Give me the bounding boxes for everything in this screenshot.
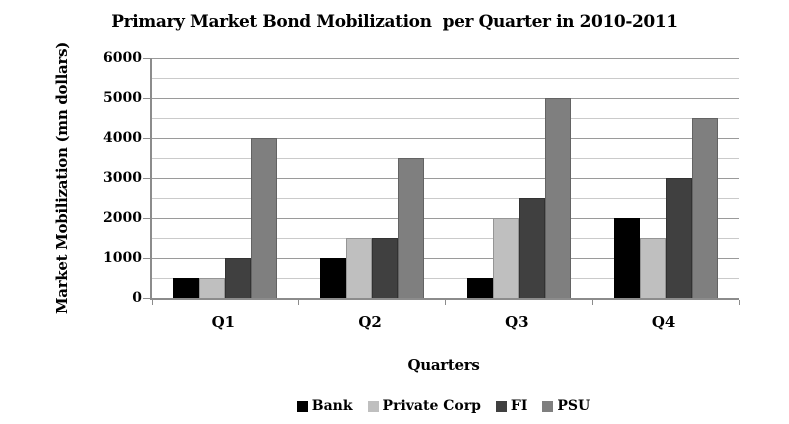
x-tick-mark-0 bbox=[151, 300, 153, 305]
legend-swatch-private-corp bbox=[367, 400, 379, 412]
y-tick-label-4000: 4000 bbox=[103, 130, 142, 146]
y-tick-label-3000: 3000 bbox=[103, 170, 142, 186]
bar-private-corp-q2 bbox=[346, 238, 373, 298]
y-tick-mark-6000 bbox=[143, 57, 150, 59]
y-axis-title: Market Mobilization (mn dollars) bbox=[53, 41, 71, 315]
legend-label: Bank bbox=[311, 398, 353, 414]
major-gridline-1000 bbox=[152, 257, 739, 259]
y-tick-mark-4000 bbox=[143, 137, 150, 139]
x-tick-label-q2: Q2 bbox=[358, 313, 382, 331]
bar-fi-q2 bbox=[372, 238, 399, 298]
bar-psu-q4 bbox=[691, 118, 718, 298]
bar-psu-q1 bbox=[251, 138, 278, 298]
bar-private-corp-q1 bbox=[199, 278, 226, 298]
y-tick-label-2000: 2000 bbox=[103, 210, 142, 226]
y-tick-mark-0 bbox=[143, 297, 150, 299]
legend-item-private-corp: Private Corp bbox=[367, 398, 481, 414]
minor-gridline-1500 bbox=[152, 237, 739, 239]
chart-title: Primary Market Bond Mobilization per Qua… bbox=[111, 12, 678, 32]
x-tick-mark-1 bbox=[298, 300, 300, 305]
x-tick-mark-4 bbox=[738, 300, 740, 305]
bar-fi-q3 bbox=[518, 198, 545, 298]
bar-fi-q1 bbox=[225, 258, 252, 298]
legend-swatch-bank bbox=[296, 400, 308, 412]
bar-bank-q4 bbox=[613, 218, 640, 298]
major-gridline-2000 bbox=[152, 217, 739, 219]
minor-gridline-4500 bbox=[152, 117, 739, 119]
y-tick-label-5000: 5000 bbox=[103, 90, 142, 106]
y-tick-mark-5000 bbox=[143, 97, 150, 99]
bar-group-Q2 bbox=[299, 58, 446, 298]
bar-psu-q2 bbox=[398, 158, 425, 298]
y-tick-mark-2000 bbox=[143, 217, 150, 219]
legend-item-fi: FI bbox=[495, 398, 528, 414]
major-gridline-6000 bbox=[152, 57, 739, 59]
major-gridline-5000 bbox=[152, 97, 739, 99]
x-tick-mark-2 bbox=[445, 300, 446, 305]
major-gridline-4000 bbox=[152, 137, 739, 139]
minor-gridline-500 bbox=[152, 277, 739, 279]
legend-label: Private Corp bbox=[382, 398, 481, 414]
legend-item-bank: Bank bbox=[296, 398, 353, 414]
bar-group-Q1 bbox=[152, 58, 299, 298]
legend-swatch-psu bbox=[542, 400, 554, 412]
y-tick-mark-3000 bbox=[143, 177, 150, 179]
legend-label: PSU bbox=[557, 398, 591, 414]
legend-label: FI bbox=[510, 398, 528, 414]
x-tick-label-q1: Q1 bbox=[211, 313, 236, 331]
y-tick-label-6000: 6000 bbox=[103, 50, 142, 66]
x-axis-title: Quarters bbox=[407, 356, 480, 374]
bar-bank-q3 bbox=[466, 278, 493, 298]
minor-gridline-2500 bbox=[152, 197, 739, 199]
bar-private-corp-q3 bbox=[492, 218, 519, 298]
legend: Bank Private Corp FI PSU bbox=[150, 398, 737, 414]
bar-group-Q3 bbox=[446, 58, 593, 298]
legend-item-psu: PSU bbox=[542, 398, 590, 414]
bar-group-Q4 bbox=[592, 58, 739, 298]
bar-private-corp-q4 bbox=[639, 238, 666, 298]
major-gridline-3000 bbox=[152, 177, 739, 179]
y-tick-label-1000: 1000 bbox=[103, 250, 142, 266]
legend-swatch-fi bbox=[495, 400, 507, 412]
bar-psu-q3 bbox=[544, 98, 571, 298]
bar-bank-q2 bbox=[320, 258, 347, 298]
bar-bank-q1 bbox=[173, 278, 200, 298]
x-tick-label-q3: Q3 bbox=[505, 313, 529, 331]
y-tick-label-0: 0 bbox=[132, 290, 142, 306]
x-tick-label-q4: Q4 bbox=[651, 313, 676, 331]
x-tick-mark-3 bbox=[591, 300, 593, 305]
y-tick-mark-1000 bbox=[143, 257, 150, 259]
minor-gridline-5500 bbox=[152, 77, 739, 79]
minor-gridline-3500 bbox=[152, 157, 739, 159]
plot-area bbox=[143, 57, 740, 305]
bar-fi-q4 bbox=[665, 178, 692, 298]
